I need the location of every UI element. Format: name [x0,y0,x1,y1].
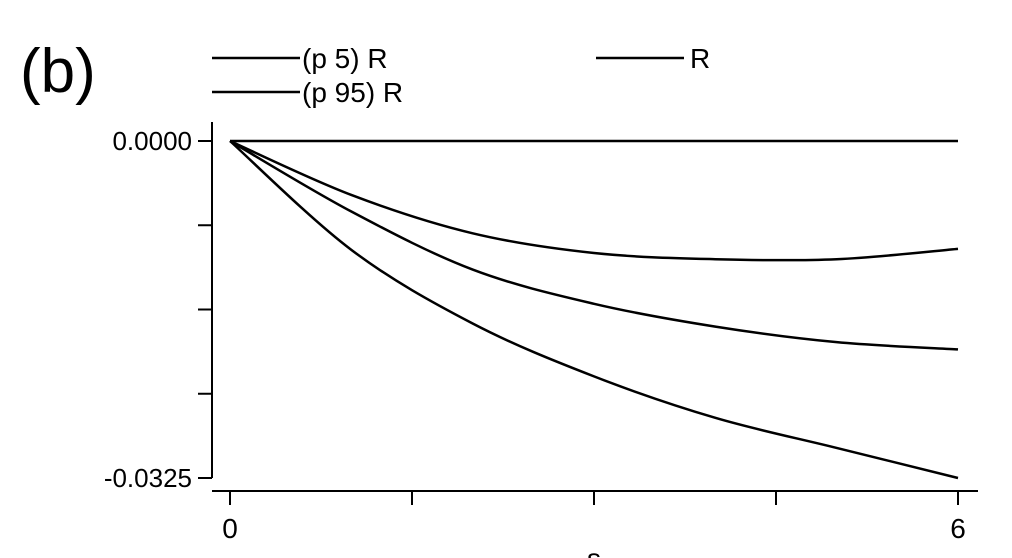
x-tick-label-0: 0 [222,513,238,544]
series-group [229,139,959,480]
axes [211,122,978,492]
x-axis-label: s [587,543,601,558]
legend: (p 5) R R (p 95) R [212,43,710,108]
y-tick-label-4: -0.0325 [104,463,192,493]
panel-label: (b) [20,37,96,106]
series-line-r [229,139,959,351]
legend-label-r: R [690,43,710,74]
legend-label-p5: (p 5) R [302,43,388,74]
y-tick-label-0: 0.0000 [112,126,192,156]
series-line-p5 [229,140,959,480]
y-ticks: 0.0000 -0.0325 [104,126,212,493]
series-line-p95 [229,139,959,262]
legend-label-p95: (p 95) R [302,77,403,108]
x-tick-label-4: 6 [950,513,966,544]
